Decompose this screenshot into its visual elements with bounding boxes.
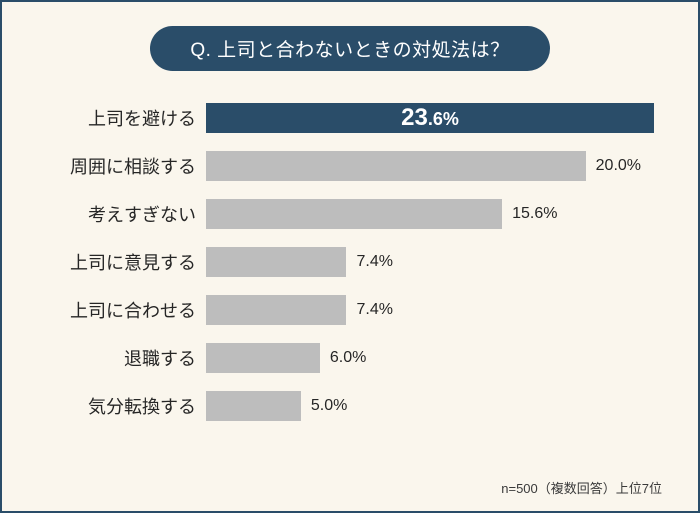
bar-row: 気分転換する 5.0% (46, 391, 654, 421)
bar-label: 上司に合わせる (46, 297, 206, 323)
bar-area: 23.6% (206, 103, 654, 133)
bar-area: 5.0% (206, 391, 654, 421)
chart-frame: Q. 上司と合わないときの対処法は？ 上司を避ける 23.6% 周囲に相談する … (0, 0, 700, 513)
bar-row: 上司を避ける 23.6% (46, 103, 654, 133)
bar-value: 5.0% (311, 397, 347, 415)
bar-value: 6.0% (330, 349, 366, 367)
bar-value: 15.6% (512, 205, 557, 223)
bar-value-lead: 23 (401, 104, 428, 131)
bar-label: 気分転換する (46, 393, 206, 419)
bar (206, 343, 320, 373)
chart-title: Q. 上司と合わないときの対処法は？ (150, 26, 549, 71)
bar-row: 上司に意見する 7.4% (46, 247, 654, 277)
bar (206, 151, 586, 181)
bar (206, 247, 346, 277)
bar-value: 20.0% (596, 157, 641, 175)
bar-label: 上司に意見する (46, 249, 206, 275)
bar-row: 考えすぎない 15.6% (46, 199, 654, 229)
bar (206, 391, 301, 421)
bar-area: 7.4% (206, 295, 654, 325)
bar-area: 7.4% (206, 247, 654, 277)
bar-value-tail: .6% (428, 109, 459, 129)
bar-label: 考えすぎない (46, 201, 206, 227)
bar-area: 6.0% (206, 343, 654, 373)
bar-chart: 上司を避ける 23.6% 周囲に相談する 20.0% 考えすぎない 15.6% (46, 103, 654, 421)
chart-footnote: n=500（複数回答）上位7位 (501, 478, 662, 497)
bar-value: 7.4% (356, 253, 392, 271)
bar: 23.6% (206, 103, 654, 133)
bar-label: 上司を避ける (46, 105, 206, 131)
bar-row: 退職する 6.0% (46, 343, 654, 373)
bar-label: 退職する (46, 345, 206, 371)
bar-value: 7.4% (356, 301, 392, 319)
bar-area: 15.6% (206, 199, 654, 229)
bar-row: 周囲に相談する 20.0% (46, 151, 654, 181)
bar (206, 199, 502, 229)
bar-row: 上司に合わせる 7.4% (46, 295, 654, 325)
bar-area: 20.0% (206, 151, 654, 181)
bar-label: 周囲に相談する (46, 153, 206, 179)
bar-value-inside: 23.6% (401, 104, 459, 132)
bar (206, 295, 346, 325)
